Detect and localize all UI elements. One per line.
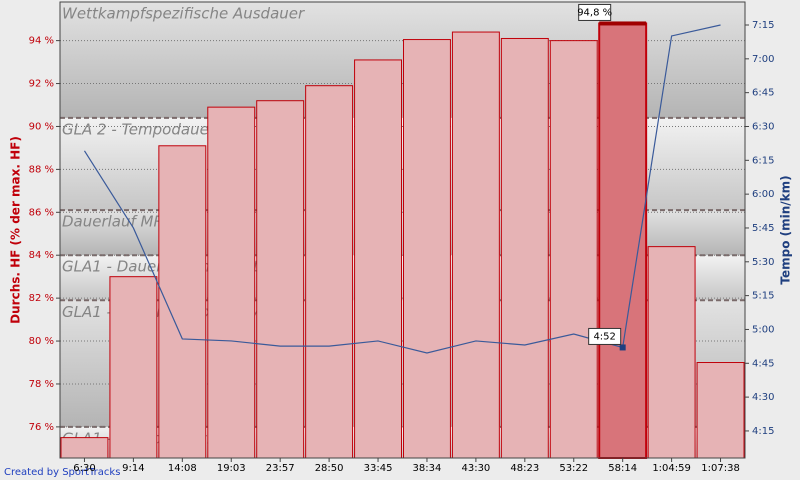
bar xyxy=(549,40,598,459)
y-tick-label: 86 % xyxy=(29,207,54,218)
bar xyxy=(109,276,158,459)
y-tick-label: 94 % xyxy=(29,36,54,47)
y2-tick-label: 7:15 xyxy=(752,20,774,31)
y-tick-label: 76 % xyxy=(29,422,54,433)
y2-tick-label: 5:45 xyxy=(752,223,774,234)
point xyxy=(619,344,626,351)
y2-tick-label: 6:00 xyxy=(752,189,774,200)
bar xyxy=(305,85,354,459)
bar xyxy=(696,362,745,459)
y2-tick-label: 6:15 xyxy=(752,155,774,166)
y2-tick-label: 6:45 xyxy=(752,88,774,99)
bar xyxy=(354,59,403,459)
bar xyxy=(403,39,451,459)
x-tick-label: 48:23 xyxy=(510,463,539,474)
zone-label: GLA 2 - Tempodauerlauf xyxy=(62,120,246,138)
zone-label: Dauerlauf MRT xyxy=(62,213,175,231)
y2-tick-label: 6:30 xyxy=(752,121,774,132)
y2-tick-label: 5:15 xyxy=(752,291,774,302)
y-tick-label: 78 % xyxy=(29,379,54,390)
x-tick-label: 23:57 xyxy=(266,463,295,474)
y-tick-label: 82 % xyxy=(29,293,54,304)
y2-tick-label: 7:00 xyxy=(752,54,774,65)
x-tick-label: 19:03 xyxy=(217,463,246,474)
credit: Created by SportTracks xyxy=(4,467,120,478)
y-tick-label: 84 % xyxy=(29,250,54,261)
data-label: 94,8 % xyxy=(577,7,612,18)
data-label: 4:52 xyxy=(593,331,615,342)
y-tick-label: 88 % xyxy=(29,164,54,175)
x-tick-label: 1:04:59 xyxy=(652,463,691,474)
x-tick-label: 1:07:38 xyxy=(701,463,740,474)
y2-tick-label: 5:00 xyxy=(752,324,774,335)
plot-frame xyxy=(59,1,746,459)
x-tick-label: 33:45 xyxy=(364,463,393,474)
y-tick-label: 92 % xyxy=(29,79,54,90)
callout-box xyxy=(588,327,622,345)
line xyxy=(83,24,721,354)
y-tick-label: 90 % xyxy=(29,121,54,132)
bar xyxy=(451,31,500,459)
x-tick-label: 28:50 xyxy=(315,463,344,474)
bar xyxy=(60,437,109,459)
y2-tick-label: 4:15 xyxy=(752,426,774,437)
y2-tick-label: 5:30 xyxy=(752,257,774,268)
y2-tick-label: 4:30 xyxy=(752,392,774,403)
bar xyxy=(207,106,256,459)
x-tick-label: 6:30 xyxy=(73,463,95,474)
y2-axis-label: Tempo (min/km) xyxy=(779,175,793,284)
bar xyxy=(647,246,696,459)
callout-box xyxy=(578,3,612,21)
x-tick-label: 14:08 xyxy=(168,463,197,474)
bar xyxy=(500,37,549,459)
y2-tick-label: 4:45 xyxy=(752,358,774,369)
x-tick-label: 38:34 xyxy=(413,463,442,474)
x-tick-label: 53:22 xyxy=(559,463,588,474)
x-tick-label: 58:14 xyxy=(608,463,637,474)
bar-cap xyxy=(599,21,647,26)
y-tick-label: 80 % xyxy=(29,336,54,347)
zone-label: Wettkampfspezifische Ausdauer xyxy=(62,5,305,23)
y-axis-label: Durchs. HF (% der max. HF) xyxy=(9,136,23,324)
x-tick-label: 9:14 xyxy=(122,463,144,474)
bar xyxy=(256,100,305,459)
x-tick-label: 43:30 xyxy=(461,463,490,474)
